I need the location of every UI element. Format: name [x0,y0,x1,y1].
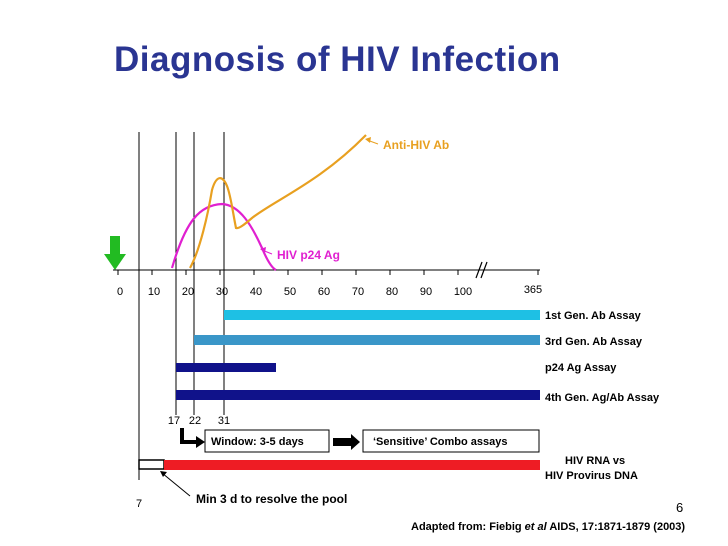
citation: Adapted from: Fiebig et al AIDS, 17:1871… [411,521,685,533]
assay-bar-4th-gen [176,390,540,400]
citation-suffix: AIDS, 17:1871-1879 (2003) [546,521,686,533]
antibody-curve [189,134,367,269]
pool-note: Min 3 d to resolve the pool [196,492,347,506]
page-number: 6 [676,500,684,515]
axis-tick-label: 50 [284,286,296,298]
day-marker-label: 17 [168,415,180,427]
assay-label: p24 Ag Assay [545,362,617,374]
axis-tick-label: 40 [250,286,262,298]
rna-label-line2: HIV Provirus DNA [545,470,638,482]
antigen-label: HIV p24 Ag [277,248,340,262]
citation-et-al: et al [524,521,547,533]
axis-tick-label: 100 [454,286,472,298]
antigen-label-arrow [260,247,273,255]
axis-tick-label: 60 [318,286,330,298]
axis-tick-label: 80 [386,286,398,298]
assay-label: 3rd Gen. Ab Assay [545,336,643,348]
antigen-curve [170,202,277,271]
combo-label: ‘Sensitive’ Combo assays [373,436,508,448]
assay-label: 1st Gen. Ab Assay [545,310,642,322]
right-arrow-icon [333,434,360,450]
window-box [204,429,330,453]
antibody-label-arrow [365,137,379,145]
day-marker-label: 31 [218,415,230,427]
pool-note-arrow [160,471,191,497]
axis-tick-label: 70 [352,286,364,298]
axis-tick-label: 0 [117,286,123,298]
day-marker-label: 22 [189,415,201,427]
citation-prefix: Adapted from: Fiebig [411,521,525,533]
assay-bar-1st-gen [224,310,540,320]
rna-label-line1: HIV RNA vs [565,455,625,467]
bent-arrow-icon [180,428,205,448]
rna-bar [164,460,540,470]
antibody-label: Anti-HIV Ab [383,138,449,152]
axis-tick-label: 365 [524,284,542,296]
axis-tick-label: 30 [216,286,228,298]
page-title: Diagnosis of HIV Infection [114,40,561,79]
assay-bar-3rd-gen [194,335,540,345]
window-label: Window: 3-5 days [211,436,304,448]
pool-resolution-box [138,459,165,470]
axis-tick-marks [117,270,539,275]
combo-box [362,429,540,453]
axis-break-mark [475,261,488,279]
assay-label: 4th Gen. Ag/Ab Assay [545,392,660,404]
axis-tick-label: 20 [182,286,194,298]
axis-tick-label: 90 [420,286,432,298]
green-down-arrow-icon [104,236,126,270]
day-marker-label: 7 [136,498,142,510]
axis-tick-label: 10 [148,286,160,298]
assay-bar-p24 [176,363,276,372]
